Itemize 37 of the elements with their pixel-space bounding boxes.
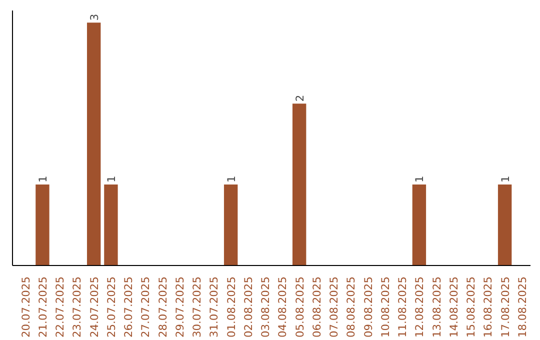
x-tick-label: 12.08.2025 xyxy=(413,276,426,338)
x-tick-label: 20.07.2025 xyxy=(19,276,32,338)
x-tick-label: 18.08.2025 xyxy=(516,276,529,338)
x-tick-label: 27.07.2025 xyxy=(139,276,152,338)
x-tick-label: 15.08.2025 xyxy=(464,276,478,338)
x-tick-label: 01.08.2025 xyxy=(224,276,238,338)
data-label: 1 xyxy=(498,176,512,183)
x-tick-label: 21.07.2025 xyxy=(36,276,50,338)
x-tick-label: 22.07.2025 xyxy=(54,276,67,338)
x-tick-label: 10.08.2025 xyxy=(378,276,392,338)
x-tick-label: 13.08.2025 xyxy=(430,276,444,338)
x-tick-label: 24.07.2025 xyxy=(88,276,101,338)
x-tick-label: 29.07.2025 xyxy=(173,276,186,338)
x-tick-label: 16.08.2025 xyxy=(482,276,495,338)
x-tick-label: 14.08.2025 xyxy=(447,276,460,338)
x-tick-label: 03.08.2025 xyxy=(259,276,272,338)
data-label: 3 xyxy=(88,14,101,21)
x-tick-label: 04.08.2025 xyxy=(276,276,290,338)
x-tick-label: 09.08.2025 xyxy=(362,276,375,338)
x-tick-label: 11.08.2025 xyxy=(396,276,410,338)
data-label: 1 xyxy=(413,176,426,183)
data-label: 1 xyxy=(36,176,50,183)
data-label: 1 xyxy=(224,176,238,183)
x-tick-label: 17.08.2025 xyxy=(498,276,512,338)
x-tick-label: 30.07.2025 xyxy=(190,276,204,338)
x-tick-label: 07.08.2025 xyxy=(328,276,341,338)
x-tick-label: 05.08.2025 xyxy=(293,276,306,338)
x-tick-label: 02.08.2025 xyxy=(242,276,255,338)
data-label: 2 xyxy=(293,94,306,102)
x-tick-label: 28.07.2025 xyxy=(156,276,170,338)
x-tick-label: 23.07.2025 xyxy=(70,276,84,338)
data-label: 1 xyxy=(104,176,118,183)
x-tick-label: 08.08.2025 xyxy=(344,276,358,338)
x-tick-label: 31.07.2025 xyxy=(208,276,221,338)
x-tick-label: 26.07.2025 xyxy=(122,276,136,338)
x-tick-label: 25.07.2025 xyxy=(104,276,118,338)
x-tick-label: 06.08.2025 xyxy=(310,276,324,338)
